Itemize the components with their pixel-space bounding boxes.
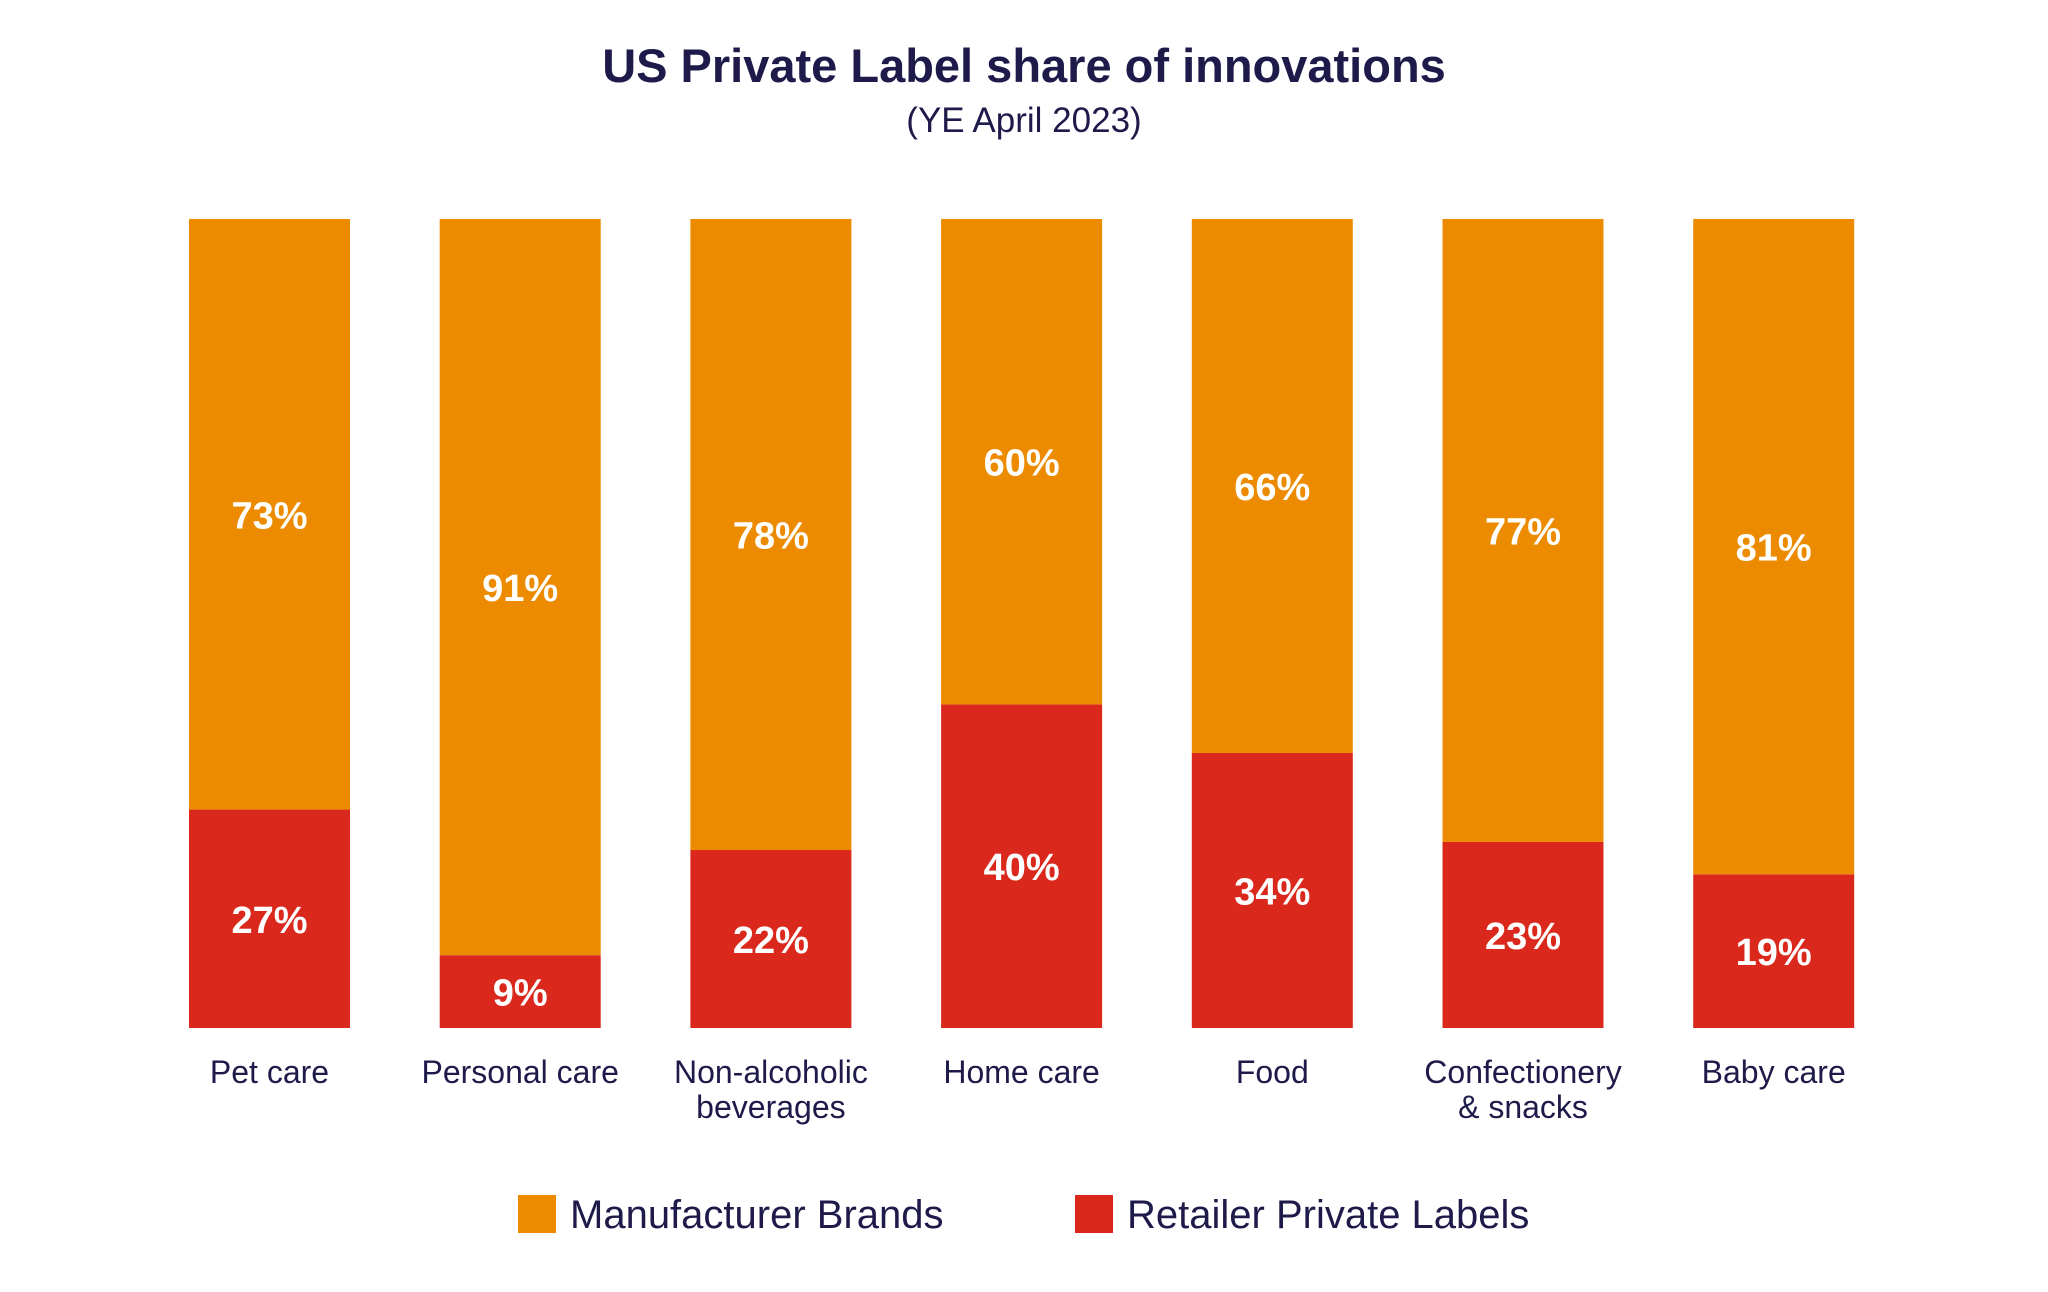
category-label: Food (1236, 1054, 1309, 1090)
data-label: 19% (1736, 932, 1812, 974)
category-label: Non-alcoholic (674, 1054, 868, 1090)
bar-retailer-private-labels (189, 809, 350, 1028)
category-label: Pet care (210, 1054, 329, 1090)
bars-group: 27% 73% Pet care 9% 91% Personal care 22% 78% No… (189, 219, 1855, 1125)
data-label: 77% (1485, 511, 1561, 553)
bar-manufacturer-brands (439, 219, 601, 956)
data-label: 66% (1234, 467, 1310, 509)
data-label: 23% (1485, 916, 1561, 958)
bar-manufacturer-brands (1693, 219, 1855, 875)
data-label: 34% (1234, 871, 1310, 913)
data-label: 60% (984, 443, 1060, 485)
data-label: 40% (984, 847, 1060, 889)
category-label: Confectionery (1424, 1054, 1621, 1090)
data-label: 27% (231, 900, 307, 942)
bar-manufacturer-brands (1191, 219, 1353, 753)
legend: Manufacturer Brands Retailer Private Labe… (518, 1193, 1529, 1237)
category-label: Baby care (1702, 1054, 1846, 1090)
bar-manufacturer-brands (690, 219, 852, 851)
bar-manufacturer-brands (189, 219, 350, 810)
chart-subtitle: (YE April 2023) (906, 101, 1141, 140)
legend-label: Retailer Private Labels (1127, 1193, 1529, 1237)
data-label: 81% (1736, 528, 1812, 570)
data-label: 78% (733, 516, 809, 558)
data-label: 22% (733, 920, 809, 962)
category-label: beverages (696, 1089, 845, 1125)
bar-manufacturer-brands (941, 219, 1103, 705)
legend-swatch (1075, 1195, 1113, 1233)
legend-swatch (518, 1195, 556, 1233)
bar-retailer-private-labels (1442, 841, 1604, 1028)
bar-retailer-private-labels (439, 955, 601, 1028)
legend-label: Manufacturer Brands (570, 1193, 944, 1237)
bar-manufacturer-brands (1442, 219, 1604, 842)
data-label: 9% (493, 973, 548, 1015)
category-label: Personal care (421, 1054, 618, 1090)
data-label: 91% (482, 568, 558, 610)
data-label: 73% (231, 495, 307, 537)
category-label: Home care (943, 1054, 1100, 1090)
category-label: & snacks (1458, 1089, 1588, 1125)
chart-title: US Private Label share of innovations (602, 39, 1446, 92)
bar-retailer-private-labels (690, 850, 852, 1028)
bar-retailer-private-labels (941, 704, 1103, 1028)
bar-retailer-private-labels (1191, 752, 1353, 1028)
bar-retailer-private-labels (1693, 874, 1855, 1028)
